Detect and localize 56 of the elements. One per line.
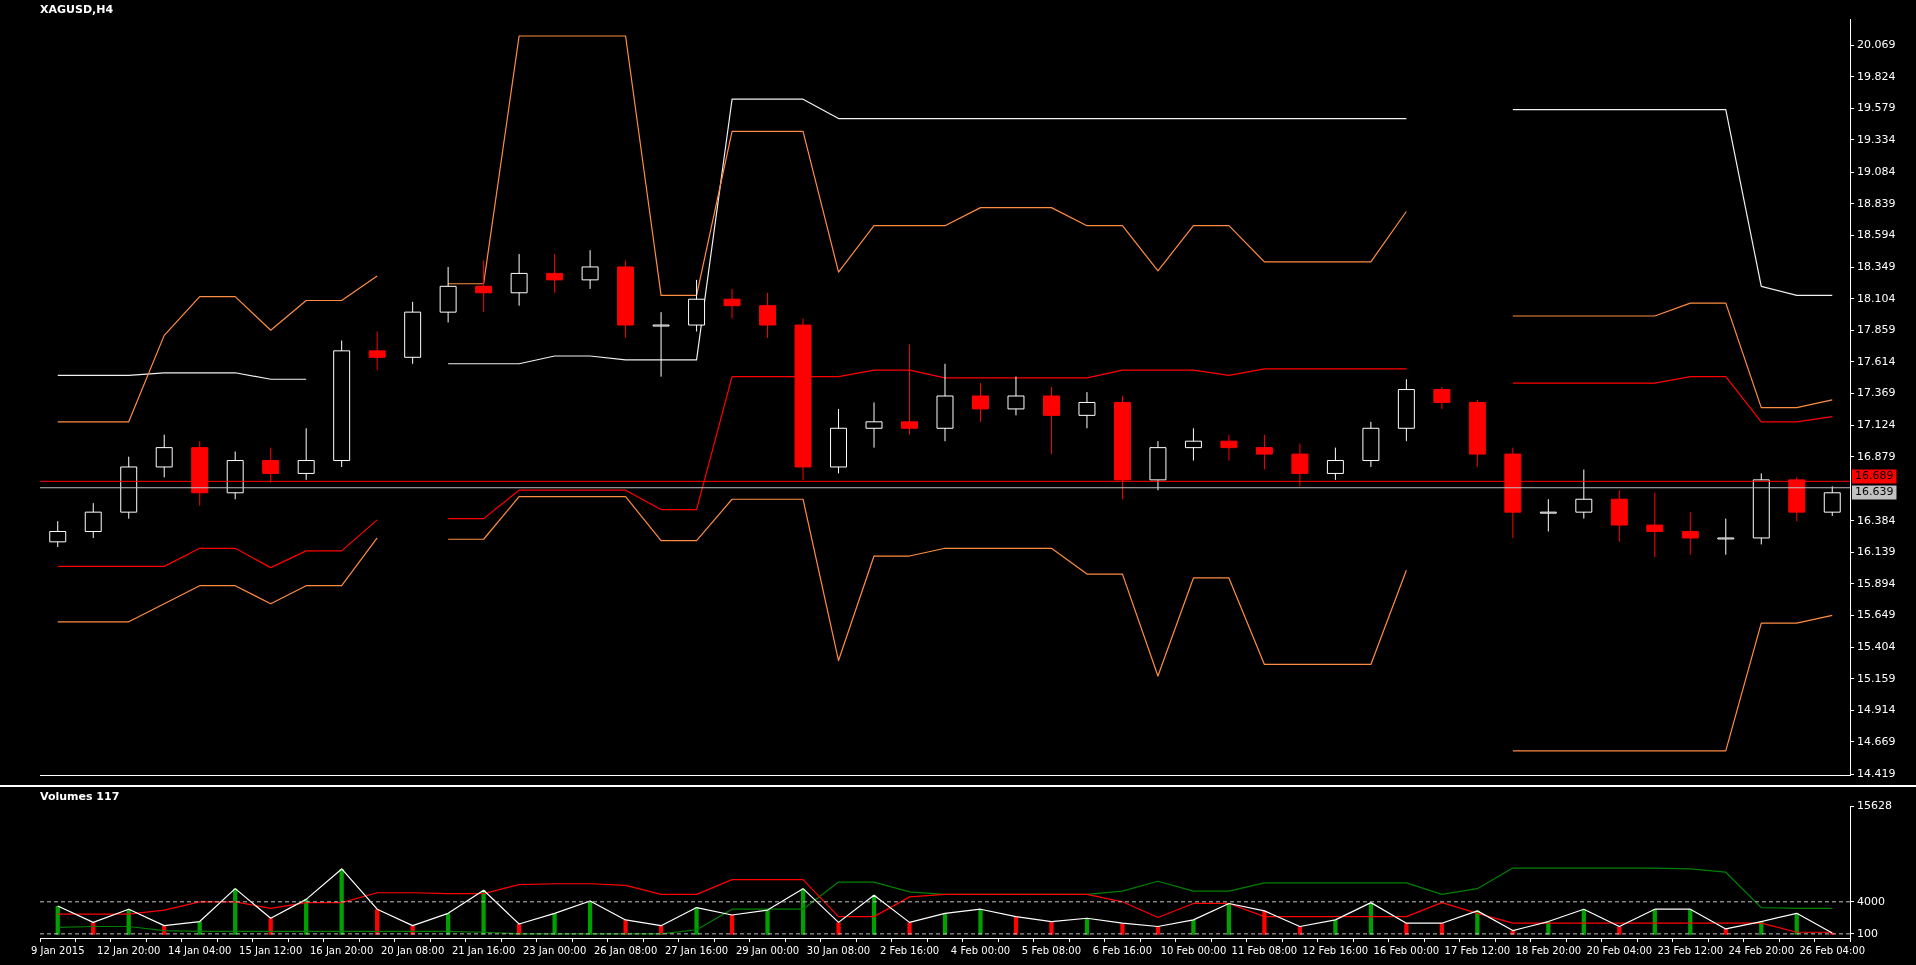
x-tick-label: 17 Feb 12:00 bbox=[1444, 944, 1511, 956]
x-tick-label: 16 Jan 20:00 bbox=[310, 944, 374, 956]
x-tick-label: 6 Feb 16:00 bbox=[1092, 944, 1153, 956]
y-tick-label: 18.594 bbox=[1857, 228, 1896, 242]
x-tick-label: 23 Feb 12:00 bbox=[1657, 944, 1724, 956]
x-tick-label: 11 Feb 08:00 bbox=[1231, 944, 1298, 956]
x-tick-label: 27 Jan 16:00 bbox=[664, 944, 729, 956]
y-tick-label: 19.084 bbox=[1857, 165, 1896, 179]
x-tick-label: 18 Feb 20:00 bbox=[1515, 944, 1582, 956]
x-tick-label: 10 Feb 00:00 bbox=[1160, 944, 1227, 956]
y-tick-label: 16.879 bbox=[1857, 449, 1896, 463]
y-tick-label: 14.914 bbox=[1857, 703, 1896, 717]
y-tick-label: 19.824 bbox=[1857, 69, 1896, 83]
y-tick-label: 15.159 bbox=[1857, 671, 1896, 685]
x-tick-label: 20 Feb 04:00 bbox=[1586, 944, 1653, 956]
y-tick-label: 18.839 bbox=[1857, 196, 1896, 210]
y-tick-label: 16.384 bbox=[1857, 513, 1896, 527]
y-tick-label: 17.614 bbox=[1857, 354, 1896, 368]
y-tick-label: 15.404 bbox=[1857, 639, 1896, 653]
x-tick-label: 26 Jan 08:00 bbox=[593, 944, 658, 956]
x-tick-label: 12 Jan 20:00 bbox=[97, 944, 161, 956]
y-tick-label: 19.579 bbox=[1857, 101, 1896, 115]
x-tick-label: 16 Feb 00:00 bbox=[1373, 944, 1440, 956]
x-tick-label: 23 Jan 00:00 bbox=[522, 944, 587, 956]
y-tick-label: 14.419 bbox=[1857, 767, 1896, 781]
y-tick-label: 15.649 bbox=[1857, 608, 1896, 622]
x-tick-label: 30 Jan 08:00 bbox=[806, 944, 871, 956]
x-tick-label: 21 Jan 16:00 bbox=[451, 944, 516, 956]
y-tick-label: 4000 bbox=[1857, 894, 1885, 908]
y-tick-label: 15628 bbox=[1857, 799, 1892, 813]
x-tick-label: 5 Feb 08:00 bbox=[1021, 944, 1082, 956]
chart-title: XAGUSD,H4 bbox=[40, 3, 114, 17]
x-tick-label: 15 Jan 12:00 bbox=[239, 944, 303, 956]
y-tick-label: 18.104 bbox=[1857, 291, 1896, 305]
y-tick-label: 20.069 bbox=[1857, 38, 1896, 51]
x-tick-label: 14 Jan 04:00 bbox=[168, 944, 232, 956]
x-tick-label: 2 Feb 16:00 bbox=[879, 944, 940, 956]
y-tick-label: 16.139 bbox=[1857, 545, 1896, 559]
y-tick-label: 18.349 bbox=[1857, 259, 1896, 273]
x-tick-label: 9 Jan 2015 bbox=[30, 944, 85, 956]
y-tick-label: 17.859 bbox=[1857, 323, 1896, 337]
x-tick-label: 4 Feb 00:00 bbox=[950, 944, 1011, 956]
ref-line-label: 16.689 bbox=[1855, 469, 1894, 483]
y-tick-label: 17.369 bbox=[1857, 386, 1896, 400]
x-tick-label: 29 Jan 00:00 bbox=[735, 944, 800, 956]
x-tick-label: 20 Jan 08:00 bbox=[380, 944, 445, 956]
y-tick-label: 17.124 bbox=[1857, 418, 1896, 432]
x-tick-label: 24 Feb 20:00 bbox=[1728, 944, 1795, 956]
x-tick-label: 26 Feb 04:00 bbox=[1799, 944, 1866, 956]
x-tick-label: 12 Feb 16:00 bbox=[1302, 944, 1369, 956]
y-tick-label: 19.334 bbox=[1857, 132, 1896, 146]
chart-title: Volumes 117 bbox=[40, 790, 120, 804]
ref-line-label: 16.639 bbox=[1855, 485, 1894, 499]
y-tick-label: 14.669 bbox=[1857, 734, 1896, 748]
y-tick-label: 100 bbox=[1857, 926, 1878, 940]
y-tick-label: 15.894 bbox=[1857, 576, 1896, 590]
